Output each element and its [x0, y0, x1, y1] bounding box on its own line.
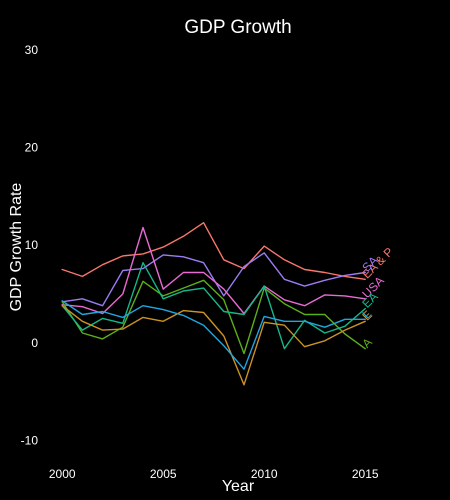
x-tick-label: 2010: [251, 467, 278, 481]
series-line-usa: [61, 226, 366, 315]
x-tick-label: 2015: [352, 467, 379, 481]
y-tick-label: 0: [31, 336, 38, 350]
x-axis-ticks: 2000 2005 2010 2015: [49, 467, 379, 481]
series-line-ea-p: [61, 221, 366, 280]
y-tick-label: 30: [25, 43, 39, 57]
y-tick-label: -10: [21, 433, 39, 447]
y-axis-title: GDP Growth Rate: [8, 183, 25, 312]
series-line-sa: [61, 252, 366, 307]
y-axis-ticks: -10 0 10 20 30: [21, 43, 39, 448]
y-tick-label: 10: [25, 238, 39, 252]
x-axis-title: Year: [222, 478, 255, 495]
series-line-ea: [61, 262, 366, 350]
series-line-l: [61, 300, 366, 370]
series-lines: [61, 221, 366, 386]
series-line-a: [61, 279, 366, 355]
series-line-e: [61, 305, 366, 386]
y-tick-label: 20: [25, 140, 39, 154]
chart-title: GDP Growth: [184, 17, 291, 38]
x-tick-label: 2000: [49, 467, 76, 481]
x-tick-label: 2005: [150, 467, 177, 481]
